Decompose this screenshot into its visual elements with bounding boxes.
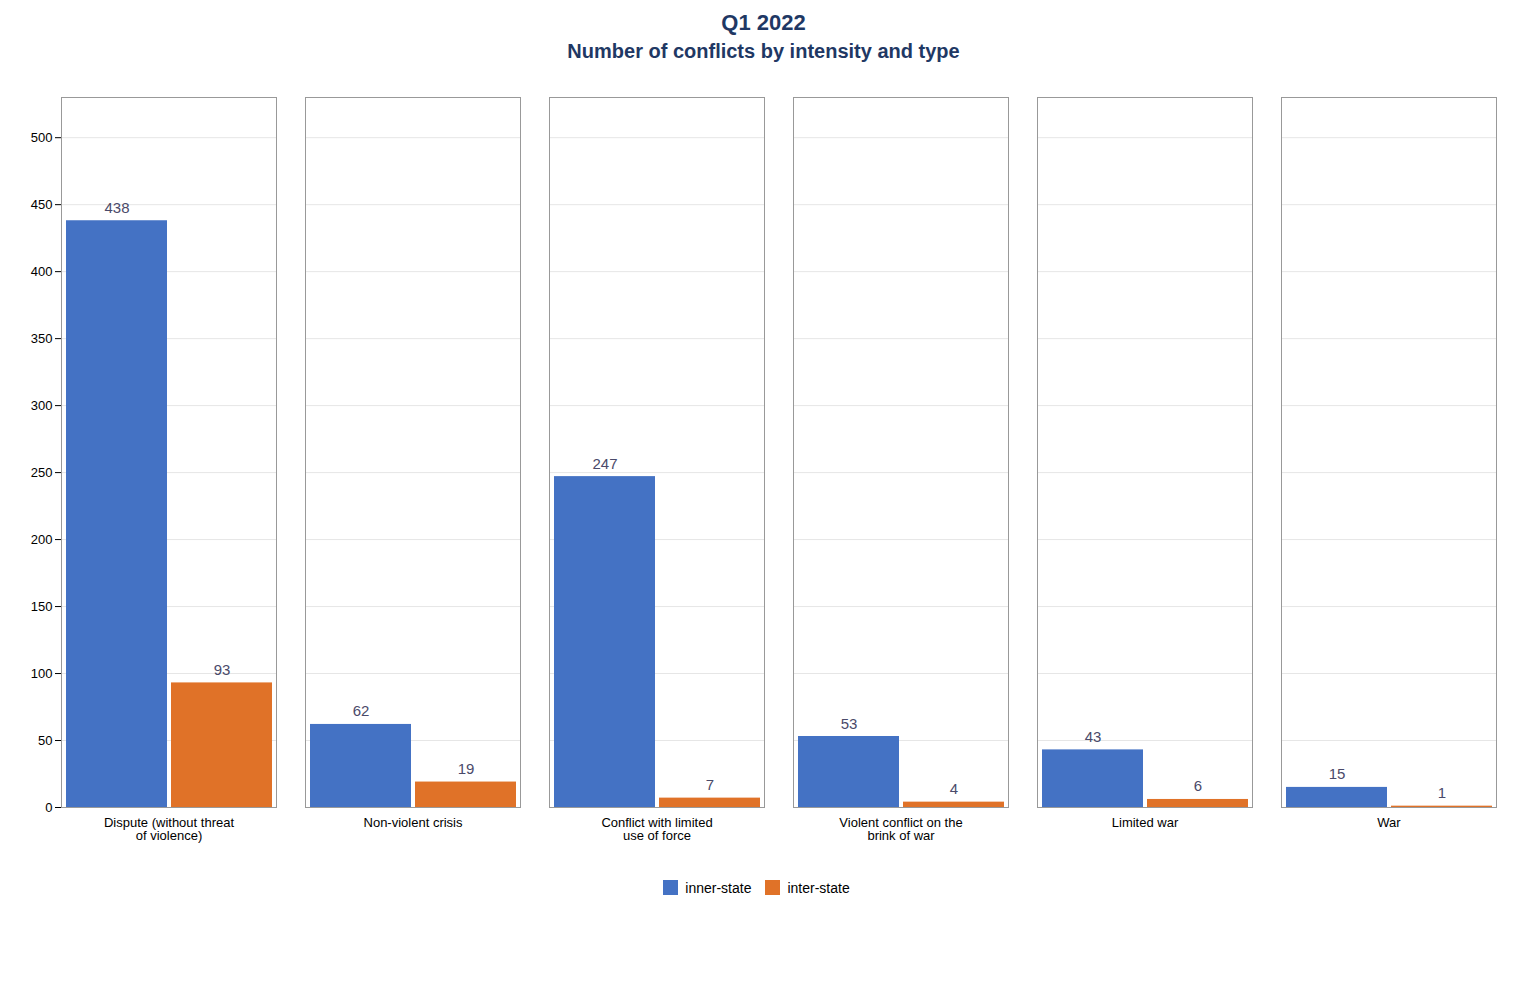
svg-text:0: 0 bbox=[45, 800, 52, 815]
svg-text:450: 450 bbox=[31, 197, 53, 212]
svg-text:15: 15 bbox=[1329, 765, 1346, 782]
svg-text:200: 200 bbox=[31, 532, 53, 547]
svg-text:350: 350 bbox=[31, 331, 53, 346]
svg-text:400: 400 bbox=[31, 264, 53, 279]
svg-text:438: 438 bbox=[104, 199, 129, 216]
svg-text:93: 93 bbox=[214, 661, 231, 678]
svg-text:Limited war: Limited war bbox=[1112, 815, 1179, 830]
svg-text:7: 7 bbox=[706, 776, 714, 793]
svg-text:19: 19 bbox=[458, 760, 475, 777]
svg-text:100: 100 bbox=[31, 666, 53, 681]
svg-text:Dispute (without threatof viol: Dispute (without threatof violence) bbox=[104, 815, 234, 843]
svg-text:Violent conflict on thebrink o: Violent conflict on thebrink of war bbox=[839, 815, 962, 843]
html-text:inter-state: inter-state bbox=[787, 879, 850, 896]
html-text:Q1 2022: Q1 2022 bbox=[721, 10, 806, 35]
html-text:inner-state: inner-state bbox=[685, 879, 752, 896]
svg-text:4: 4 bbox=[950, 780, 958, 797]
svg-text:247: 247 bbox=[592, 455, 617, 472]
svg-text:Conflict with limiteduse of fo: Conflict with limiteduse of force bbox=[601, 815, 712, 843]
svg-text:Non-violent crisis: Non-violent crisis bbox=[364, 815, 463, 830]
svg-text:300: 300 bbox=[31, 398, 53, 413]
svg-text:62: 62 bbox=[353, 702, 370, 719]
svg-text:250: 250 bbox=[31, 465, 53, 480]
svg-text:6: 6 bbox=[1194, 777, 1202, 794]
svg-text:43: 43 bbox=[1085, 728, 1102, 745]
html-text:Number of conflicts by intensi: Number of conflicts by intensity and typ… bbox=[567, 40, 960, 62]
svg-text:50: 50 bbox=[38, 733, 52, 748]
svg-text:1: 1 bbox=[1438, 784, 1446, 801]
svg-text:53: 53 bbox=[841, 715, 858, 732]
svg-text:150: 150 bbox=[31, 599, 53, 614]
svg-text:500: 500 bbox=[31, 130, 53, 145]
svg-text:War: War bbox=[1377, 815, 1401, 830]
